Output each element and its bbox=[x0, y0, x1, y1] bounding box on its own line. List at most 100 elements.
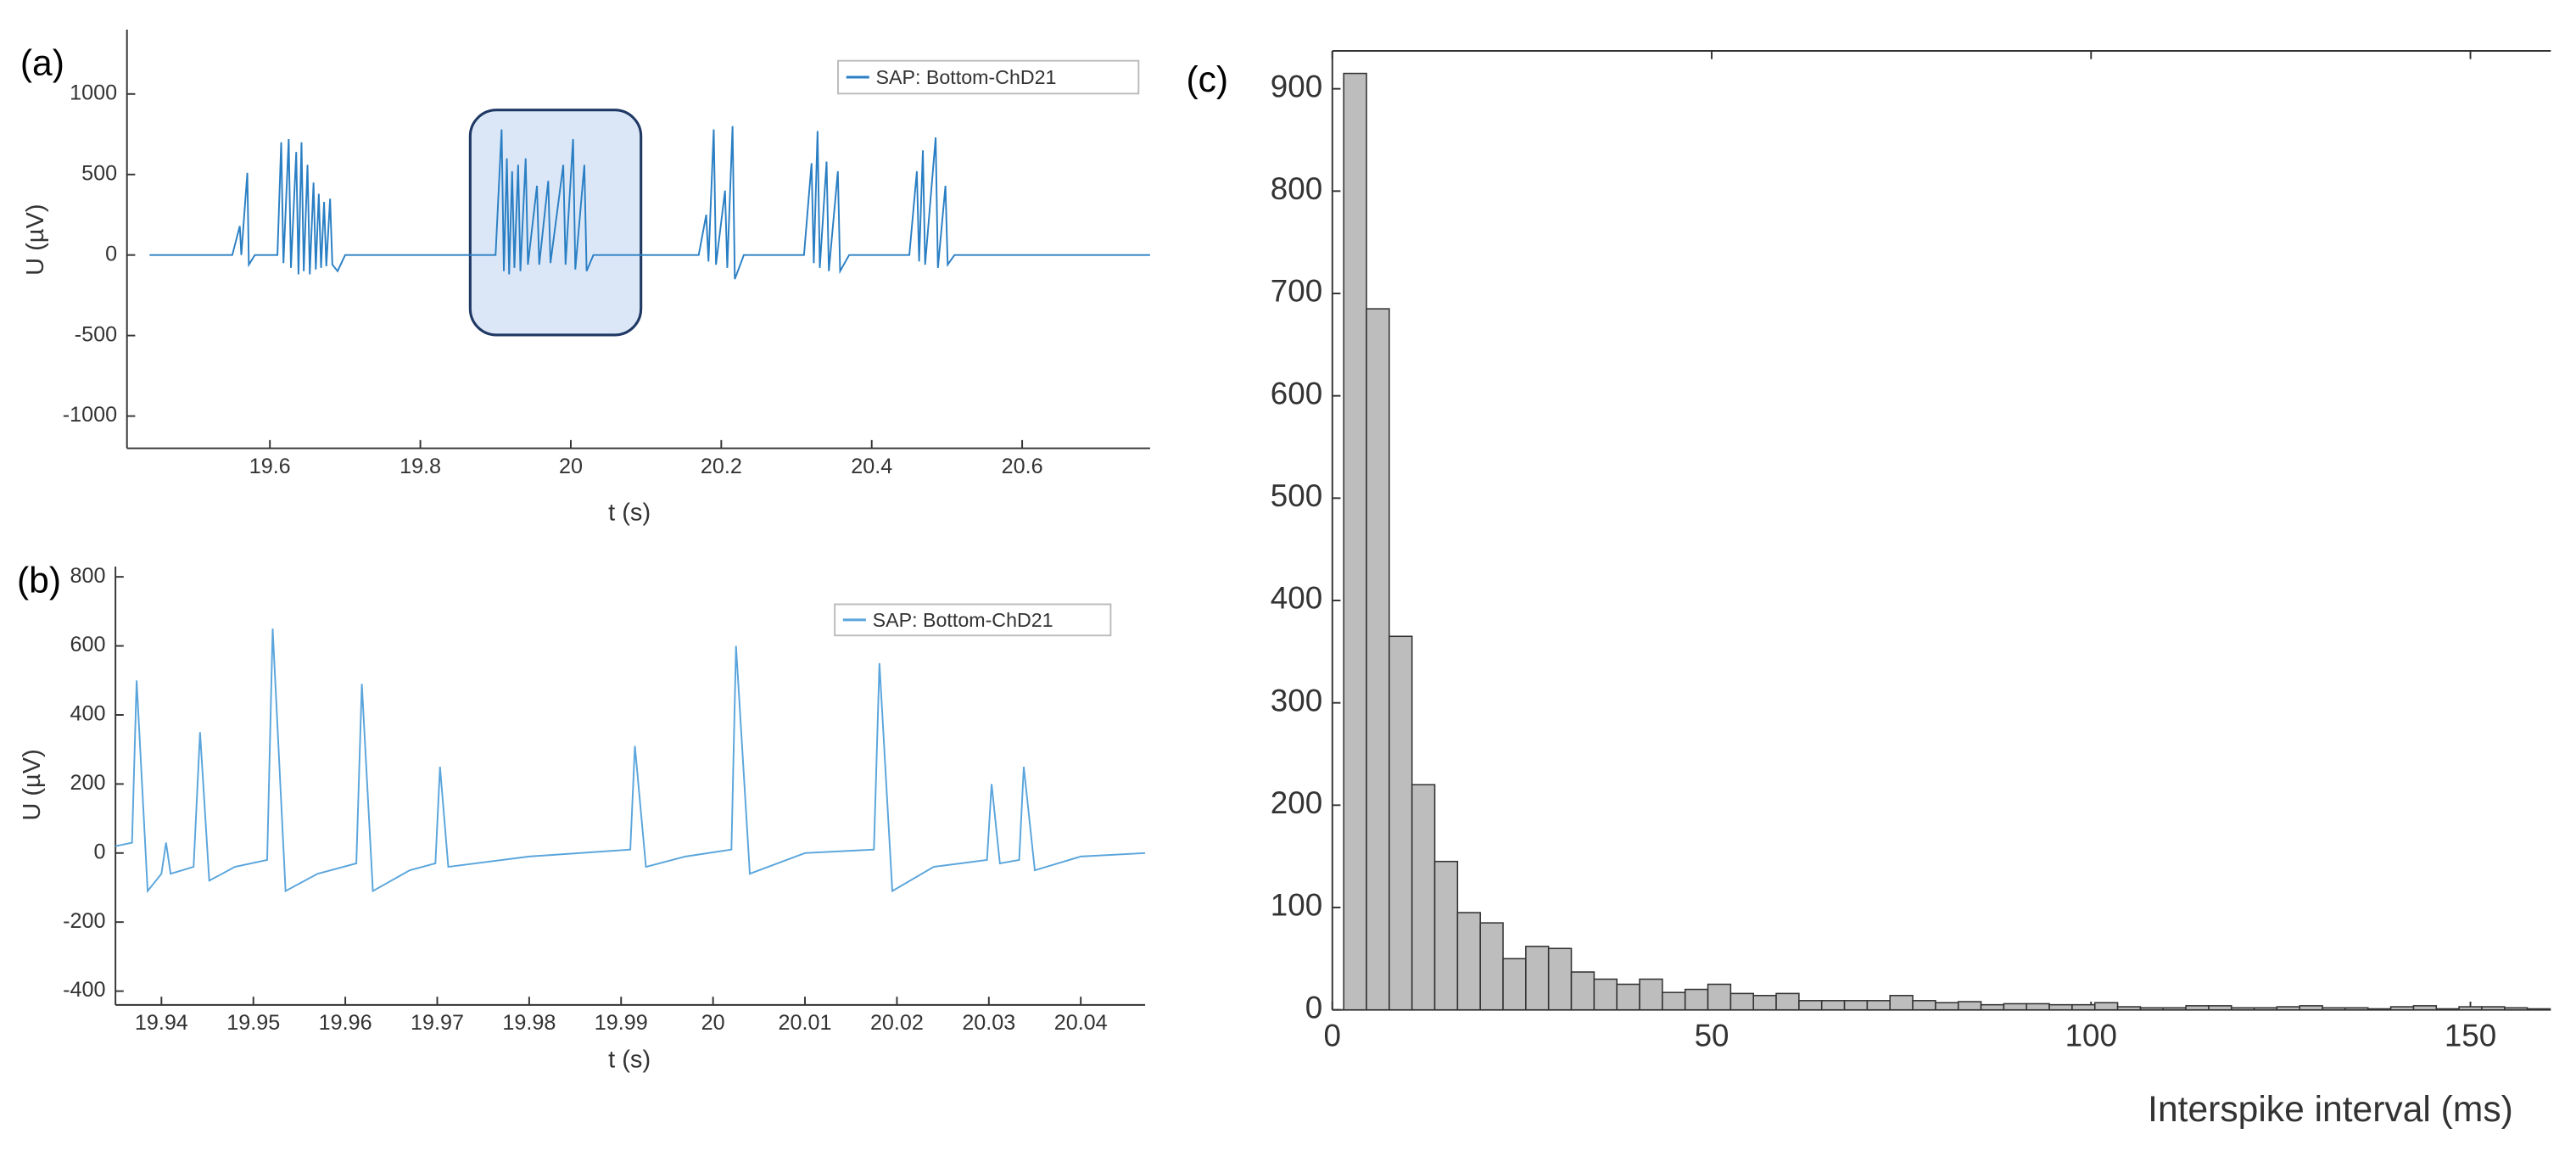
y-tick-label: 0 bbox=[1305, 990, 1322, 1025]
panel-label: (c) bbox=[1186, 59, 1228, 100]
bar bbox=[2139, 1007, 2165, 1011]
bar bbox=[1775, 992, 1800, 1011]
y-axis-label: U (µV) bbox=[19, 749, 46, 820]
x-tick-label: 20.01 bbox=[779, 1011, 832, 1035]
y-tick-label: -400 bbox=[63, 978, 105, 1002]
legend-label: SAP: Bottom-ChD21 bbox=[876, 66, 1057, 88]
bar bbox=[1935, 1002, 1959, 1011]
bar bbox=[2322, 1007, 2346, 1011]
y-tick-label: 700 bbox=[1271, 274, 1322, 309]
bar bbox=[1752, 995, 1777, 1011]
bar bbox=[1684, 988, 1709, 1011]
panel-label: (a) bbox=[20, 43, 64, 84]
bar bbox=[1843, 1000, 1869, 1011]
x-tick-label: 20.02 bbox=[870, 1011, 924, 1035]
y-tick-label: 0 bbox=[105, 242, 117, 265]
x-tick-label: 19.99 bbox=[595, 1011, 648, 1035]
x-tick-label: 20.6 bbox=[1002, 455, 1043, 478]
y-tick-label: 0 bbox=[94, 840, 106, 863]
x-tick-label: 20.03 bbox=[962, 1011, 1015, 1035]
bar bbox=[1343, 72, 1367, 1011]
x-axis-label: t (s) bbox=[608, 500, 651, 527]
y-tick-label: 100 bbox=[1271, 888, 1322, 923]
bar bbox=[1729, 992, 1754, 1011]
y-tick-label: 500 bbox=[81, 161, 117, 185]
signal-line bbox=[115, 628, 1146, 894]
x-tick-label: 100 bbox=[2065, 1019, 2117, 1053]
bar bbox=[2412, 1005, 2438, 1011]
bar bbox=[1616, 983, 1640, 1011]
y-axis-label: U (µV) bbox=[22, 204, 49, 275]
bar bbox=[2481, 1006, 2506, 1011]
bar bbox=[2162, 1007, 2187, 1011]
x-axis-label: Interspike interval (ms) bbox=[2148, 1089, 2513, 1130]
legend-box bbox=[834, 603, 1112, 637]
y-tick-label: 400 bbox=[1271, 581, 1322, 616]
x-tick-label: 19.8 bbox=[400, 455, 441, 478]
bar bbox=[2230, 1007, 2255, 1011]
bar bbox=[1798, 1000, 1823, 1011]
bar bbox=[1912, 1000, 1936, 1011]
x-tick-label: 50 bbox=[1695, 1019, 1729, 1053]
x-tick-label: 19.96 bbox=[319, 1011, 372, 1035]
y-tick-label: 800 bbox=[1271, 171, 1322, 206]
x-tick-label: 19.6 bbox=[249, 455, 291, 478]
legend-label: SAP: Bottom-ChD21 bbox=[873, 609, 1053, 631]
bar bbox=[1366, 308, 1390, 1011]
bar bbox=[1707, 983, 1732, 1011]
bar bbox=[1502, 958, 1527, 1011]
bar bbox=[2208, 1005, 2232, 1011]
y-tick-label: 600 bbox=[1271, 376, 1322, 410]
y-tick-label: -1000 bbox=[63, 403, 117, 427]
x-tick-label: 20.04 bbox=[1054, 1011, 1108, 1035]
bar bbox=[1866, 1000, 1891, 1011]
bar bbox=[1662, 991, 1686, 1011]
bar bbox=[2071, 1003, 2096, 1011]
bar bbox=[2344, 1007, 2369, 1011]
bar bbox=[1479, 922, 1504, 1011]
x-tick-label: 20.4 bbox=[851, 455, 892, 478]
bar bbox=[2458, 1006, 2483, 1011]
bar bbox=[2253, 1007, 2278, 1011]
bar bbox=[1639, 978, 1663, 1011]
bar bbox=[2048, 1003, 2073, 1011]
x-tick-label: 19.98 bbox=[502, 1011, 556, 1035]
bar bbox=[1389, 635, 1413, 1011]
x-axis-label: t (s) bbox=[608, 1046, 651, 1073]
bar bbox=[1593, 978, 1618, 1011]
bar bbox=[2116, 1006, 2142, 1011]
y-tick-label: 900 bbox=[1271, 69, 1322, 103]
bar bbox=[2185, 1005, 2210, 1011]
bar bbox=[1980, 1003, 2005, 1011]
y-tick-label: 400 bbox=[70, 702, 106, 726]
bar bbox=[2093, 1002, 2119, 1011]
bar bbox=[1889, 995, 1914, 1011]
bar bbox=[2003, 1002, 2028, 1011]
y-tick-label: -500 bbox=[75, 322, 117, 346]
y-tick-label: 500 bbox=[1271, 478, 1322, 513]
y-tick-label: 600 bbox=[70, 633, 106, 656]
bar bbox=[2435, 1008, 2460, 1011]
x-tick-label: 19.94 bbox=[135, 1011, 188, 1035]
bar bbox=[1957, 1001, 1982, 1011]
y-tick-label: -200 bbox=[63, 909, 105, 933]
bar bbox=[1547, 947, 1573, 1011]
legend-box bbox=[837, 59, 1140, 95]
x-tick-label: 19.95 bbox=[226, 1011, 280, 1035]
panel-label: (b) bbox=[17, 561, 61, 601]
bar bbox=[2299, 1005, 2323, 1011]
x-tick-label: 20.2 bbox=[701, 455, 742, 478]
y-tick-label: 200 bbox=[1271, 785, 1322, 820]
bar bbox=[1570, 971, 1595, 1011]
y-tick-label: 1000 bbox=[70, 81, 117, 104]
bar bbox=[2526, 1008, 2551, 1011]
bar bbox=[1820, 1000, 1846, 1011]
y-tick-label: 300 bbox=[1271, 683, 1322, 718]
y-tick-label: 200 bbox=[70, 771, 106, 795]
x-tick-label: 150 bbox=[2445, 1019, 2496, 1053]
signal-line bbox=[149, 126, 1150, 280]
x-tick-label: 0 bbox=[1324, 1019, 1341, 1053]
y-tick-label: 800 bbox=[70, 564, 106, 588]
